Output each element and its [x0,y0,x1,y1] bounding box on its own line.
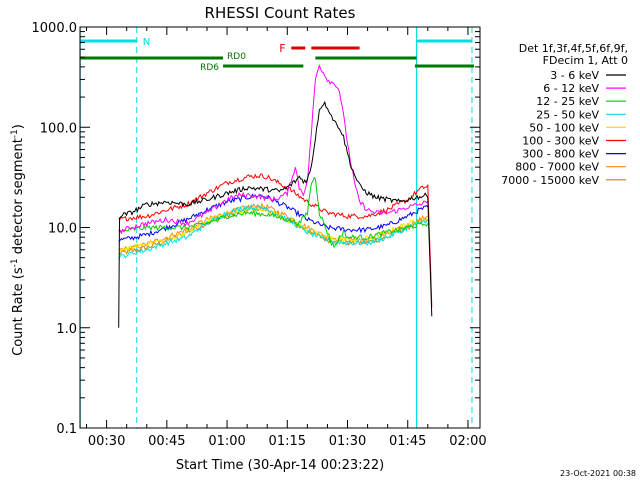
y-tick-label: 0.1 [56,422,77,437]
x-tick-label: 01:00 [208,434,245,449]
x-tick-label: 00:45 [148,434,185,449]
legend-label-5: 100 - 300 keV [522,135,599,148]
y-axis-label-end: ) [11,124,26,129]
flag-label: F [279,42,285,55]
y-tick-label: 10.0 [48,222,77,237]
x-axis-label: Start Time (30-Apr-14 00:23:22) [176,458,384,473]
y-axis: 0.1 1.0 10.0 100.0 1000.0 [32,21,480,437]
series-line-1 [118,64,429,235]
series-line-7 [118,202,429,253]
y-tick-label: 1000.0 [32,21,78,36]
y-axis-label: Count Rate (s-1 detector segment-1) [10,124,26,356]
x-tick-label: 00:30 [88,434,125,449]
x-tick-label: 01:15 [269,434,306,449]
y-tick-label: 100.0 [40,121,77,136]
legend-label-7: 800 - 7000 keV [515,161,599,174]
y-axis-label-sup1: -1 [10,258,20,267]
y-axis-label-main: Count Rate (s [11,267,26,356]
y-axis-label-mid: detector segment [11,138,26,258]
legend-label-6: 300 - 800 keV [522,148,599,161]
x-tick-label: 01:45 [389,434,426,449]
x-axis: 00:30 00:45 01:00 01:15 01:30 01:45 02:00 [86,27,487,449]
series-line-3 [118,203,429,261]
x-tick-label: 02:00 [449,434,486,449]
legend-label-8: 7000 - 15000 keV [501,174,599,187]
legend-label-4: 50 - 100 keV [529,121,599,134]
legend-header-2: FDecim 1, Att 0 [543,54,628,67]
series-line-0 [118,100,433,328]
footer-date: 23-Oct-2021 00:38 [560,469,636,478]
chart-title: RHESSI Count Rates [205,4,356,22]
legend: Det 1f,3f,4f,5f,6f,9f, FDecim 1, Att 0 3… [501,42,628,187]
legend-label-1: 6 - 12 keV [543,82,599,95]
series-layer [118,64,433,328]
legend-header-1: Det 1f,3f,4f,5f,6f,9f, [519,42,628,55]
annotation-bars: N F RD0 RD6 [80,37,474,73]
y-axis-label-sup2: -1 [10,129,20,138]
series-line-5 [118,173,433,308]
n-label: N [143,37,150,48]
series-line-2 [118,176,429,249]
legend-label-2: 12 - 25 keV [536,95,599,108]
x-tick-label: 01:30 [329,434,366,449]
y-tick-label: 1.0 [56,322,77,337]
rd6-label: RD6 [200,63,219,73]
legend-label-3: 25 - 50 keV [536,108,599,121]
rd0-label: RD0 [227,52,246,62]
legend-label-0: 3 - 6 keV [550,69,599,82]
